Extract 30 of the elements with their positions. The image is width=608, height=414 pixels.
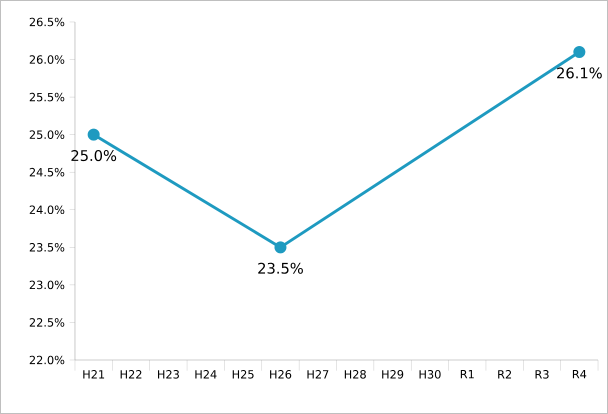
y-tick-label: 23.5% [30,243,64,252]
x-tick-label: H26 [270,370,292,379]
y-tick-label: 25.0% [30,130,64,139]
x-tick-label: H22 [120,370,142,378]
point [274,241,286,254]
x-tick-label: R2 [498,370,512,378]
x-tick-label: R4 [572,370,586,378]
x-tick-label: H27 [307,370,328,378]
x-tick-label: H30 [420,370,441,379]
data-label: 23.5% [258,262,303,274]
x-tick-label: H28 [344,370,366,379]
x-tick-label: H25 [232,370,254,379]
y-tick-label: 22.5% [30,318,64,327]
data-label: 25.0% [71,150,116,162]
x-tick-label: H24 [195,370,217,378]
y-tick-label: 23.0% [30,280,64,290]
x-tick-label: H29 [382,370,404,379]
y-tick-label: 22.0% [30,356,64,364]
x-tick-label: H23 [158,370,179,379]
y-tick-label: 26.0% [30,55,64,64]
y-tick-label: 26.5% [30,18,64,26]
y-tick-label: 25.5% [30,92,64,102]
x-tick-label: R1 [460,370,474,378]
data-label: 26.1% [557,67,602,79]
x-tick-label: R3 [536,370,549,379]
y-tick-label: 24.0% [30,205,64,214]
x-tick-label: H21 [83,370,104,378]
point [88,128,100,141]
y-tick-label: 24.5% [30,168,64,177]
point [573,46,586,58]
